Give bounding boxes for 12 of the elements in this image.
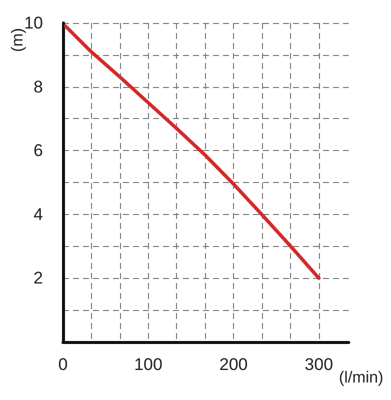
x-axis-title: (l/min) — [338, 370, 384, 386]
x-tick-label: 300 — [304, 355, 334, 374]
line-series — [64, 24, 321, 280]
y-tick-label: 6 — [34, 141, 43, 160]
y-tick-label: 10 — [24, 14, 43, 32]
x-tick-label: 100 — [134, 355, 162, 374]
x-tick-label: 0 — [58, 355, 68, 374]
y-tick-label: 2 — [34, 268, 43, 288]
y-axis-title: (m) — [10, 28, 26, 52]
y-tick-label: 8 — [34, 77, 43, 96]
x-tick-label: 200 — [219, 355, 248, 374]
y-tick-label: 4 — [34, 204, 43, 224]
